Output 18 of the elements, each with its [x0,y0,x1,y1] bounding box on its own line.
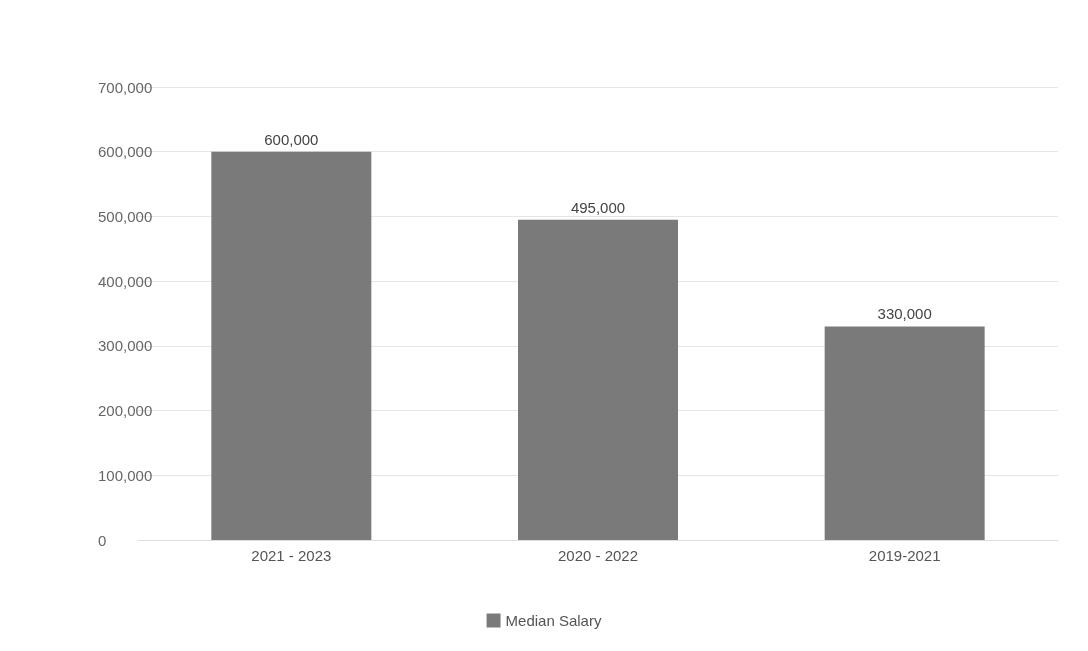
data-label: 600,000 [264,130,319,148]
bar [518,219,678,540]
legend-label: Median Salary [505,612,602,629]
x-tick-label: 2021 - 2023 [251,547,332,564]
y-tick-label: 100,000 [98,466,153,484]
bar [824,326,985,540]
data-label: 330,000 [877,305,932,323]
y-tick-label: 200,000 [98,402,153,420]
y-tick-label: 500,000 [98,207,153,225]
x-tick-label: 2020 - 2022 [557,547,639,564]
data-label: 495,000 [570,198,626,216]
bar [211,151,372,540]
x-tick-label: 2019-2021 [868,547,941,564]
y-tick-label: 700,000 [98,78,153,96]
y-tick-label: 400,000 [98,272,153,290]
y-tick-label: 600,000 [98,143,153,161]
y-tick-label: 0 [98,531,107,549]
y-tick-label: 300,000 [98,337,153,355]
